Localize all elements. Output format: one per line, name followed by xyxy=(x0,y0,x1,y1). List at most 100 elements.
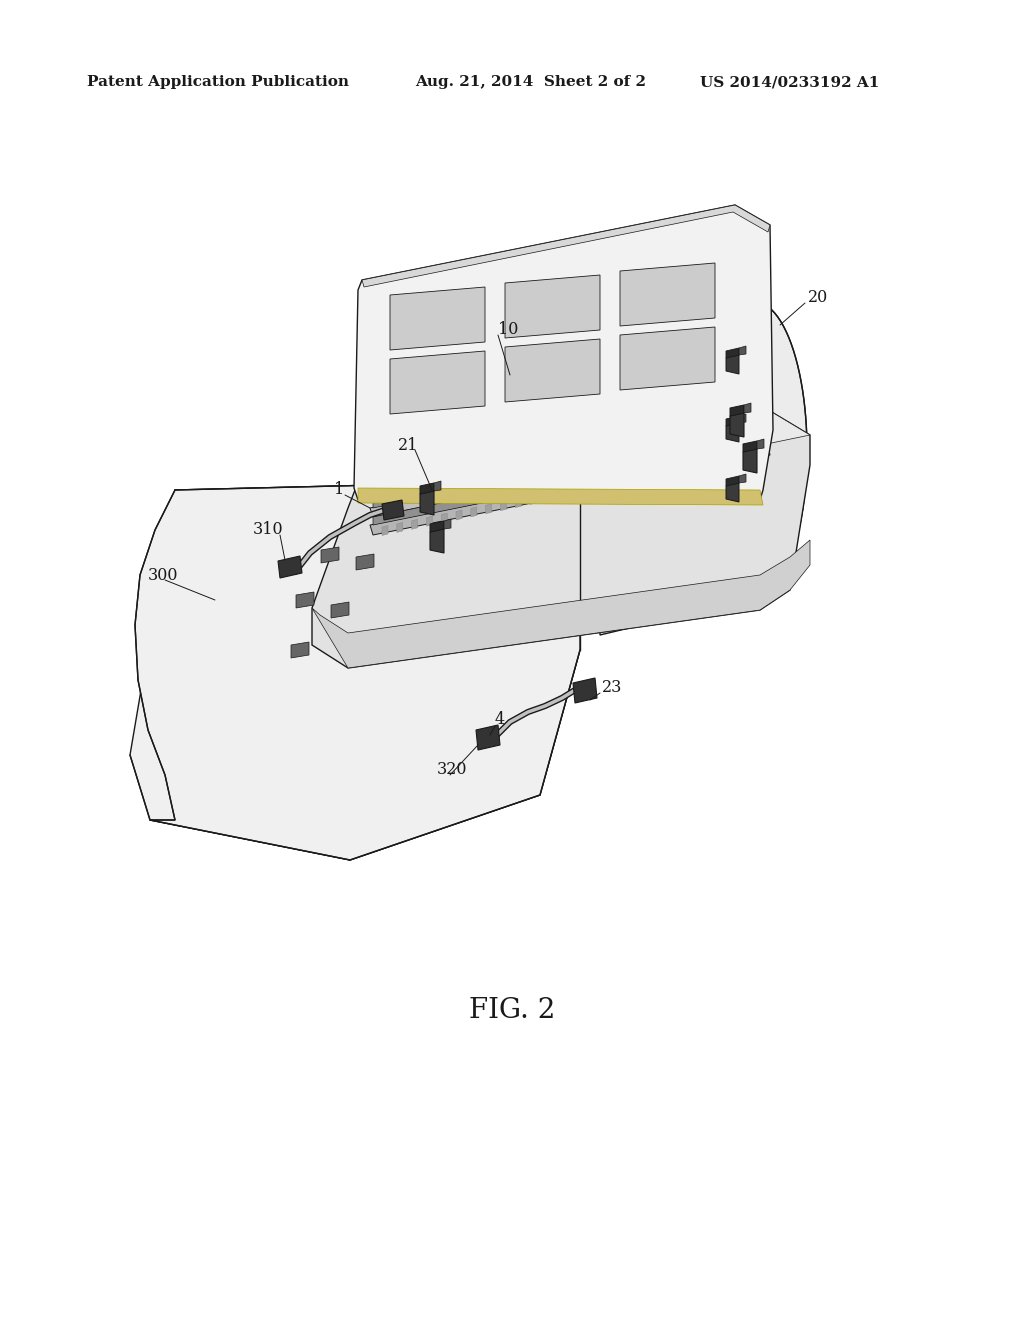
Polygon shape xyxy=(420,491,434,515)
Polygon shape xyxy=(515,462,521,473)
Polygon shape xyxy=(743,441,757,451)
Polygon shape xyxy=(726,355,739,374)
Polygon shape xyxy=(726,483,739,502)
Polygon shape xyxy=(708,457,714,467)
Polygon shape xyxy=(426,516,432,527)
Polygon shape xyxy=(397,487,402,498)
Text: 21: 21 xyxy=(398,437,419,454)
Polygon shape xyxy=(730,405,744,416)
Text: 4: 4 xyxy=(495,711,505,729)
Polygon shape xyxy=(312,540,810,668)
Polygon shape xyxy=(505,339,600,403)
Polygon shape xyxy=(370,426,770,517)
Polygon shape xyxy=(471,471,477,482)
Polygon shape xyxy=(559,488,565,498)
Polygon shape xyxy=(130,480,580,861)
Polygon shape xyxy=(739,414,746,422)
Polygon shape xyxy=(664,432,670,442)
Text: Patent Application Publication: Patent Application Publication xyxy=(87,75,349,88)
Polygon shape xyxy=(331,602,349,618)
Polygon shape xyxy=(678,463,684,474)
Text: 10: 10 xyxy=(498,322,518,338)
Polygon shape xyxy=(620,263,715,326)
Polygon shape xyxy=(573,678,597,704)
Polygon shape xyxy=(620,327,715,389)
Polygon shape xyxy=(693,461,698,470)
Polygon shape xyxy=(530,459,536,470)
Text: 300: 300 xyxy=(148,566,178,583)
Polygon shape xyxy=(362,205,770,286)
Polygon shape xyxy=(618,477,625,486)
Text: 23: 23 xyxy=(602,680,623,697)
Polygon shape xyxy=(444,519,451,529)
Polygon shape xyxy=(726,348,739,358)
Polygon shape xyxy=(752,447,758,458)
Polygon shape xyxy=(358,488,763,506)
Polygon shape xyxy=(321,546,339,564)
Polygon shape xyxy=(485,469,492,479)
Polygon shape xyxy=(737,416,743,426)
Polygon shape xyxy=(600,302,755,635)
Polygon shape xyxy=(441,513,447,523)
Polygon shape xyxy=(757,440,764,449)
Polygon shape xyxy=(744,403,751,413)
Polygon shape xyxy=(441,478,447,488)
Polygon shape xyxy=(485,504,492,513)
Text: US 2014/0233192 A1: US 2014/0233192 A1 xyxy=(700,75,880,88)
Polygon shape xyxy=(648,470,654,479)
Polygon shape xyxy=(291,642,309,657)
Polygon shape xyxy=(545,491,551,502)
Polygon shape xyxy=(743,449,757,473)
Polygon shape xyxy=(501,466,507,475)
Polygon shape xyxy=(589,482,595,492)
Polygon shape xyxy=(678,429,684,438)
Polygon shape xyxy=(739,474,746,483)
Polygon shape xyxy=(430,529,444,553)
Polygon shape xyxy=(434,480,441,491)
Polygon shape xyxy=(574,486,581,495)
Polygon shape xyxy=(278,556,302,578)
Polygon shape xyxy=(420,483,434,494)
Polygon shape xyxy=(505,275,600,338)
Text: Aug. 21, 2014  Sheet 2 of 2: Aug. 21, 2014 Sheet 2 of 2 xyxy=(415,75,646,88)
Polygon shape xyxy=(726,422,739,442)
Polygon shape xyxy=(693,425,698,436)
Polygon shape xyxy=(730,413,744,437)
Polygon shape xyxy=(370,407,770,500)
Polygon shape xyxy=(390,351,485,414)
Polygon shape xyxy=(312,408,810,668)
Polygon shape xyxy=(356,554,374,570)
Polygon shape xyxy=(545,457,551,466)
Polygon shape xyxy=(476,725,500,750)
Polygon shape xyxy=(382,500,404,520)
Polygon shape xyxy=(530,495,536,504)
Polygon shape xyxy=(726,416,739,426)
Polygon shape xyxy=(559,453,565,463)
Polygon shape xyxy=(722,420,728,429)
Polygon shape xyxy=(370,445,770,535)
Polygon shape xyxy=(648,434,654,445)
Polygon shape xyxy=(412,519,418,529)
Polygon shape xyxy=(397,523,402,532)
Polygon shape xyxy=(618,441,625,451)
Polygon shape xyxy=(755,302,807,598)
Polygon shape xyxy=(726,477,739,486)
Polygon shape xyxy=(355,408,810,520)
Polygon shape xyxy=(382,525,388,536)
Polygon shape xyxy=(752,413,758,422)
Polygon shape xyxy=(382,491,388,500)
Polygon shape xyxy=(515,498,521,508)
Polygon shape xyxy=(604,444,610,454)
Polygon shape xyxy=(426,482,432,491)
Polygon shape xyxy=(390,286,485,350)
Polygon shape xyxy=(634,438,640,447)
Polygon shape xyxy=(737,451,743,461)
Polygon shape xyxy=(708,422,714,433)
Polygon shape xyxy=(430,521,444,532)
Polygon shape xyxy=(135,480,580,861)
Polygon shape xyxy=(589,447,595,457)
Polygon shape xyxy=(296,591,314,609)
Polygon shape xyxy=(471,507,477,517)
Polygon shape xyxy=(722,454,728,465)
Text: 20: 20 xyxy=(808,289,828,306)
